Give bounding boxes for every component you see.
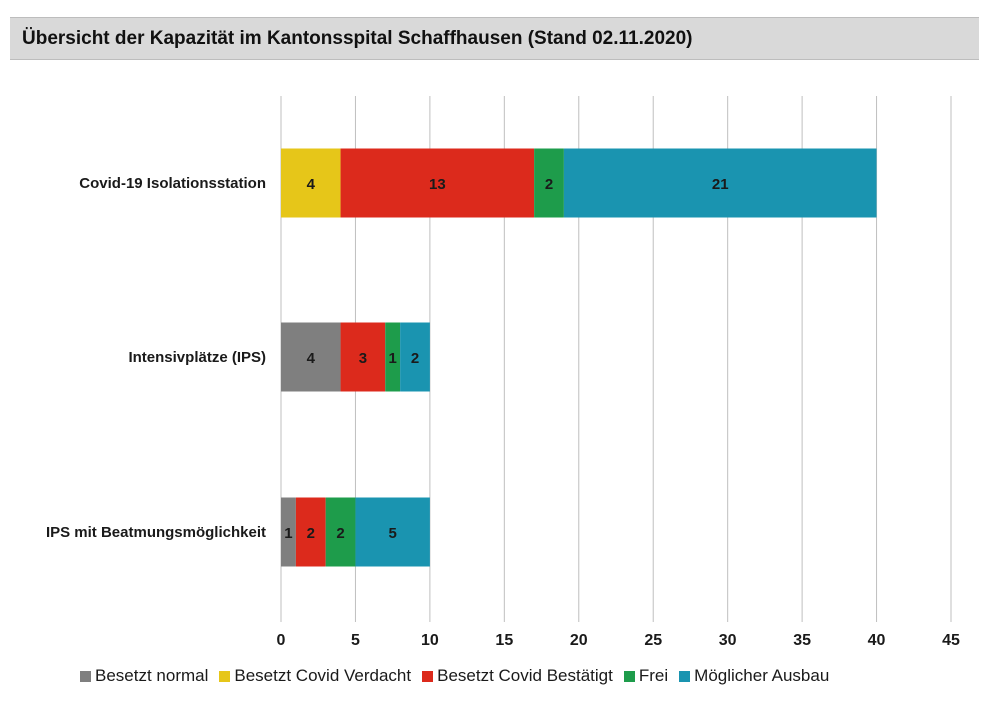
category-label: Intensivplätze (IPS) [128, 349, 266, 366]
chart-title-bar: Übersicht der Kapazität im Kantonsspital… [10, 17, 979, 60]
category-label: IPS mit Beatmungsmöglichkeit [46, 524, 266, 541]
bar-segment [281, 497, 296, 567]
category-label: Covid-19 Isolationsstation [79, 175, 266, 192]
bar-segment [325, 497, 356, 567]
chart-title: Übersicht der Kapazität im Kantonsspital… [22, 28, 693, 49]
x-tick-label-35: 35 [793, 632, 811, 649]
legend-item: Besetzt Covid Verdacht [219, 666, 411, 686]
bar-segment [355, 497, 430, 567]
data-label: 2 [545, 176, 553, 193]
data-label: 2 [336, 525, 344, 542]
bar-segment [281, 322, 341, 392]
bar-segment [534, 148, 564, 218]
data-label: 21 [712, 176, 729, 193]
x-tick-label-30: 30 [719, 632, 737, 649]
x-tick-label-20: 20 [570, 632, 588, 649]
legend-swatch [679, 670, 691, 682]
x-tick-label-45: 45 [942, 632, 960, 649]
legend-swatch [623, 670, 635, 682]
bar-segment [340, 322, 386, 392]
data-label: 2 [307, 525, 315, 542]
data-label: 4 [307, 176, 316, 193]
x-tick-label-40: 40 [868, 632, 886, 649]
legend-label: Besetzt Covid Verdacht [234, 666, 412, 685]
data-label: 1 [284, 525, 292, 542]
x-tick-label-15: 15 [495, 632, 513, 649]
chart-legend: Besetzt normal Besetzt Covid Verdacht Bese… [80, 666, 840, 686]
data-label: 4 [307, 350, 316, 367]
bar-segment [563, 148, 877, 218]
bar-segment [400, 322, 430, 392]
legend-label: Möglicher Ausbau [694, 666, 830, 685]
legend-item: Besetzt normal [80, 666, 208, 686]
data-label: 1 [388, 350, 396, 367]
legend-item: Besetzt Covid Bestätigt [422, 666, 613, 686]
legend-label: Besetzt normal [95, 666, 209, 685]
bar-segment [295, 497, 326, 567]
legend-swatch [219, 670, 231, 682]
x-tick-label-10: 10 [421, 632, 439, 649]
legend-swatch [422, 670, 434, 682]
bar-segment [281, 148, 341, 218]
x-tick-label-0: 0 [277, 632, 286, 649]
data-label: 5 [388, 525, 396, 542]
x-tick-label-25: 25 [644, 632, 662, 649]
bar-segment [340, 148, 535, 218]
data-label: 3 [359, 350, 367, 367]
legend-item: Frei [623, 666, 669, 686]
legend-label: Besetzt Covid Bestätigt [437, 666, 613, 685]
bar-segment [385, 322, 401, 392]
legend-item: Möglicher Ausbau [679, 666, 829, 686]
data-label: 2 [411, 350, 419, 367]
x-tick-label-5: 5 [351, 632, 360, 649]
data-label: 13 [429, 176, 446, 193]
legend-swatch [80, 670, 91, 682]
legend-label: Frei [638, 666, 669, 685]
